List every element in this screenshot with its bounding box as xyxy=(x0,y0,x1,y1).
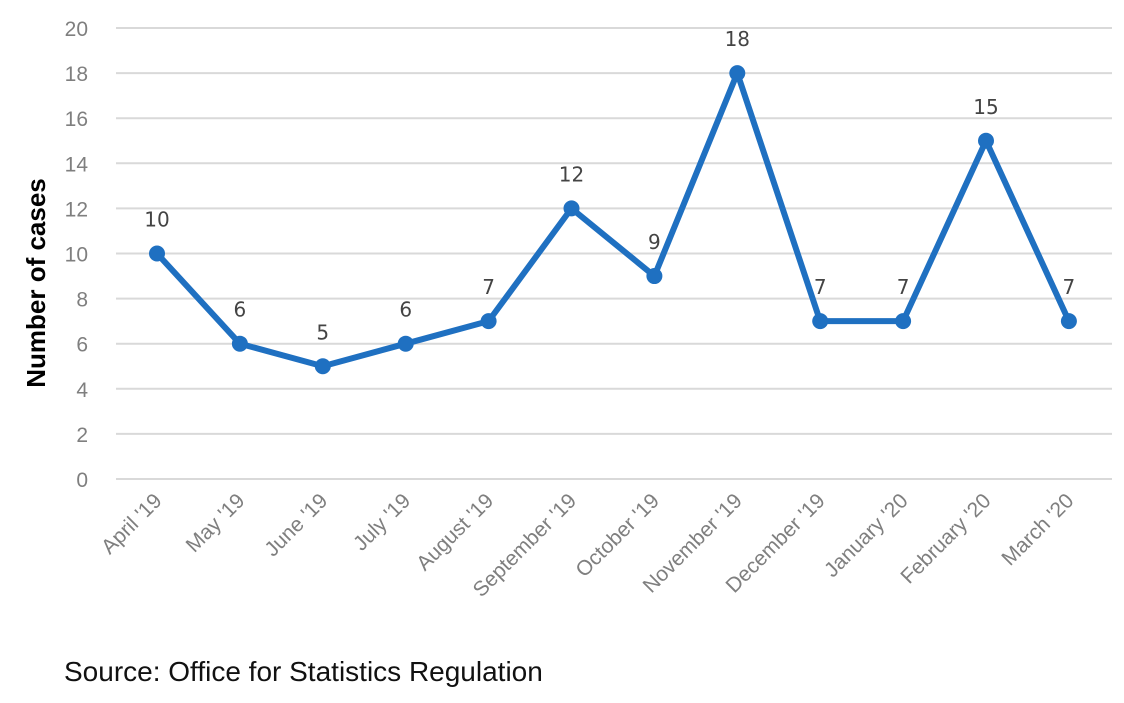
data-point xyxy=(480,313,497,330)
y-axis-ticks: 0 2 4 6 8 10 12 14 16 18 20 xyxy=(65,18,89,492)
gridlines xyxy=(116,27,1112,480)
data-label: 5 xyxy=(316,320,329,344)
y-tick-label: 18 xyxy=(65,63,88,86)
x-tick-label: July '19 xyxy=(349,489,415,555)
y-tick-label: 14 xyxy=(65,153,89,176)
x-tick-label: August '19 xyxy=(412,489,498,575)
y-tick-label: 6 xyxy=(76,334,88,357)
data-label: 15 xyxy=(973,95,998,119)
data-label: 7 xyxy=(1063,275,1076,299)
data-point xyxy=(812,313,829,330)
x-tick-label: May '19 xyxy=(182,489,250,557)
data-label: 7 xyxy=(814,275,827,299)
x-tick-label: January '20 xyxy=(820,489,913,582)
x-tick-label: October '19 xyxy=(571,489,664,582)
data-label: 12 xyxy=(559,162,584,186)
x-tick-label: March '20 xyxy=(997,489,1078,570)
data-label: 7 xyxy=(482,275,495,299)
y-tick-label: 2 xyxy=(76,424,88,447)
data-point xyxy=(978,132,994,149)
series-line xyxy=(154,70,1072,370)
data-point xyxy=(563,200,580,217)
data-label: 6 xyxy=(234,298,247,322)
y-tick-label: 0 xyxy=(76,469,88,492)
data-label: 7 xyxy=(897,275,910,299)
series-cases xyxy=(149,65,1077,375)
data-point xyxy=(149,245,165,262)
x-tick-label: June '19 xyxy=(260,489,332,561)
data-label: 6 xyxy=(399,298,412,322)
data-label: 18 xyxy=(725,27,750,51)
data-label: 10 xyxy=(144,208,169,232)
source-note: Source: Office for Statistics Regulation xyxy=(64,656,543,687)
data-point xyxy=(1060,313,1077,330)
y-tick-label: 8 xyxy=(76,289,88,312)
data-point xyxy=(895,313,912,330)
y-tick-label: 10 xyxy=(65,244,88,267)
y-axis-label: Number of cases xyxy=(21,178,51,388)
data-point xyxy=(646,268,663,285)
y-tick-label: 16 xyxy=(65,108,88,131)
y-tick-label: 20 xyxy=(65,18,88,41)
data-point xyxy=(314,358,331,375)
data-point xyxy=(729,65,746,82)
data-labels: 10 6 5 6 7 12 9 18 7 7 15 7 xyxy=(144,27,1075,344)
y-tick-label: 4 xyxy=(76,379,88,402)
x-tick-label: April '19 xyxy=(97,489,166,558)
data-point xyxy=(397,335,414,352)
data-point xyxy=(231,335,248,352)
y-tick-label: 12 xyxy=(65,198,88,221)
data-label: 9 xyxy=(648,230,661,254)
